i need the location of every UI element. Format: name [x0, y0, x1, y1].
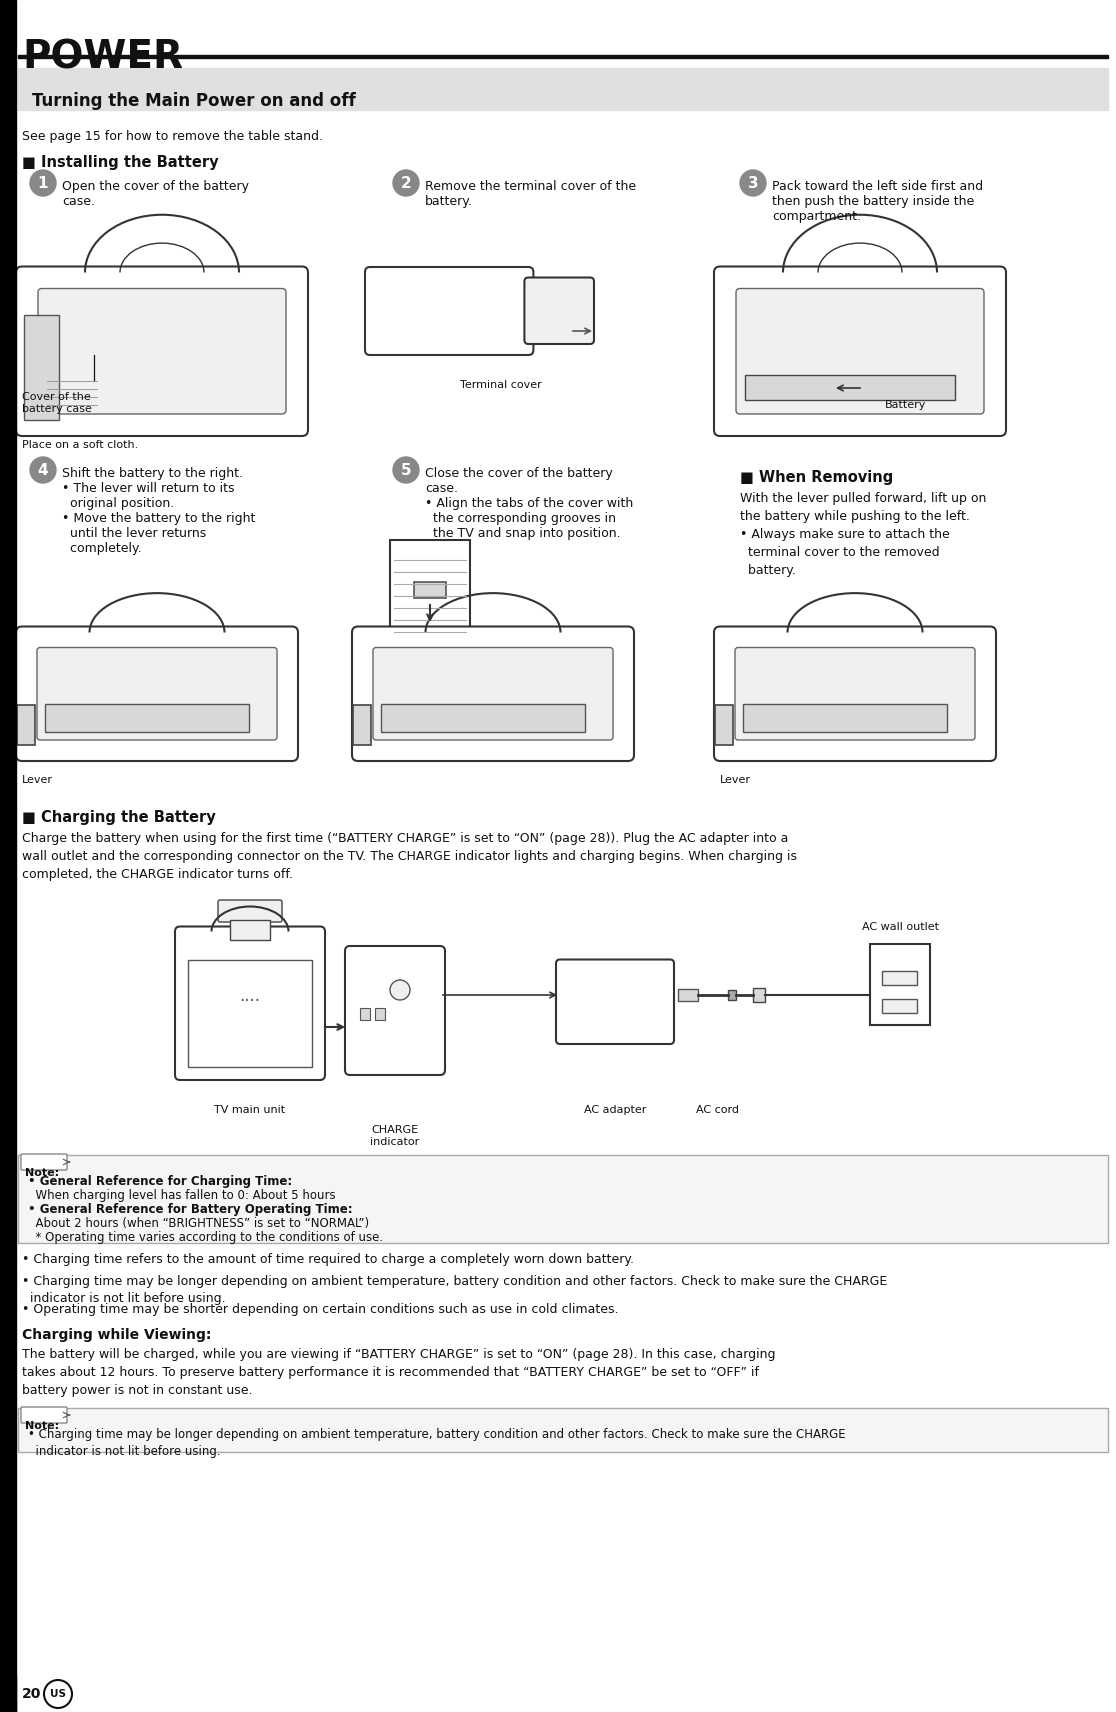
Text: 4: 4: [38, 462, 48, 478]
Bar: [679, 990, 698, 1002]
Text: • General Reference for Battery Operating Time:: • General Reference for Battery Operatin…: [28, 1204, 353, 1216]
FancyBboxPatch shape: [21, 1154, 67, 1169]
Bar: [187, 959, 312, 1067]
Circle shape: [393, 457, 418, 483]
Text: • General Reference for Charging Time:: • General Reference for Charging Time:: [28, 1174, 292, 1188]
Text: Charge the battery when using for the first time (“BATTERY CHARGE” is set to “ON: Charge the battery when using for the fi…: [22, 832, 797, 882]
Text: Terminal cover: Terminal cover: [460, 380, 541, 390]
Text: Remove the terminal cover of the
battery.: Remove the terminal cover of the battery…: [425, 180, 636, 207]
Bar: [25, 315, 59, 419]
Text: * Operating time varies according to the conditions of use.: * Operating time varies according to the…: [28, 1231, 383, 1245]
FancyBboxPatch shape: [218, 901, 282, 923]
Text: Lever: Lever: [22, 776, 52, 786]
Bar: [230, 919, 270, 940]
FancyBboxPatch shape: [18, 1407, 1108, 1452]
Text: When charging level has fallen to 0: About 5 hours: When charging level has fallen to 0: Abo…: [28, 1190, 336, 1202]
Bar: [414, 582, 446, 597]
FancyBboxPatch shape: [373, 647, 613, 740]
Text: 2: 2: [401, 176, 412, 190]
Text: AC wall outlet: AC wall outlet: [862, 923, 939, 931]
Bar: [375, 1008, 385, 1020]
Text: Pack toward the left side first and
then push the battery inside the
compartment: Pack toward the left side first and then…: [772, 180, 983, 223]
Bar: [743, 704, 947, 733]
Text: Charging while Viewing:: Charging while Viewing:: [22, 1329, 211, 1342]
Bar: [870, 945, 930, 1025]
FancyBboxPatch shape: [16, 627, 298, 762]
Bar: [381, 704, 585, 733]
Text: AC cord: AC cord: [696, 1104, 740, 1115]
Text: Note:: Note:: [25, 1168, 59, 1178]
Text: The battery will be charged, while you are viewing if “BATTERY CHARGE” is set to: The battery will be charged, while you a…: [22, 1347, 776, 1397]
Bar: [353, 705, 371, 745]
Text: ■ Installing the Battery: ■ Installing the Battery: [22, 156, 219, 169]
FancyBboxPatch shape: [38, 289, 286, 414]
Text: • Charging time may be longer depending on ambient temperature, battery conditio: • Charging time may be longer depending …: [22, 1275, 887, 1305]
Text: Shift the battery to the right.
• The lever will return to its
  original positi: Shift the battery to the right. • The le…: [62, 467, 256, 555]
Text: Cover of the
battery case: Cover of the battery case: [22, 392, 92, 414]
FancyBboxPatch shape: [18, 1156, 1108, 1243]
Text: Battery: Battery: [885, 401, 926, 409]
Bar: [882, 971, 917, 984]
FancyBboxPatch shape: [735, 289, 984, 414]
Text: Turning the Main Power on and off: Turning the Main Power on and off: [32, 92, 356, 110]
Bar: [882, 1000, 917, 1014]
FancyBboxPatch shape: [365, 267, 533, 354]
Bar: [728, 990, 735, 1000]
Text: ■ When Removing: ■ When Removing: [740, 471, 893, 484]
Text: 20: 20: [22, 1686, 41, 1702]
Circle shape: [389, 979, 410, 1000]
FancyBboxPatch shape: [556, 959, 674, 1044]
Text: With the lever pulled forward, lift up on
the battery while pushing to the left.: With the lever pulled forward, lift up o…: [740, 491, 987, 577]
FancyBboxPatch shape: [735, 647, 975, 740]
Bar: [715, 705, 733, 745]
Text: 1: 1: [38, 176, 48, 190]
Text: 5: 5: [401, 462, 412, 478]
Bar: [45, 704, 249, 733]
Bar: [0, 1676, 16, 1712]
Text: Place on a soft cloth.: Place on a soft cloth.: [22, 440, 138, 450]
Text: ....: ....: [240, 988, 260, 1005]
Text: US: US: [50, 1690, 66, 1698]
FancyBboxPatch shape: [21, 1407, 67, 1423]
Text: AC adapter: AC adapter: [584, 1104, 646, 1115]
Circle shape: [740, 169, 766, 195]
Bar: [753, 988, 764, 1002]
Text: Note:: Note:: [25, 1421, 59, 1431]
FancyBboxPatch shape: [16, 267, 308, 437]
Text: • Operating time may be shorter depending on certain conditions such as use in c: • Operating time may be shorter dependin…: [22, 1303, 618, 1317]
Bar: [389, 539, 470, 640]
Text: See page 15 for how to remove the table stand.: See page 15 for how to remove the table …: [22, 130, 323, 144]
Text: CHARGE
indicator: CHARGE indicator: [371, 1125, 420, 1147]
FancyBboxPatch shape: [714, 627, 995, 762]
Text: POWER: POWER: [22, 38, 183, 75]
FancyBboxPatch shape: [345, 947, 445, 1075]
Text: 3: 3: [748, 176, 758, 190]
FancyBboxPatch shape: [525, 277, 594, 344]
Circle shape: [30, 169, 56, 195]
Text: Open the cover of the battery
case.: Open the cover of the battery case.: [62, 180, 249, 207]
Text: • Charging time refers to the amount of time required to charge a completely wor: • Charging time refers to the amount of …: [22, 1253, 634, 1265]
FancyBboxPatch shape: [37, 647, 277, 740]
FancyBboxPatch shape: [714, 267, 1006, 437]
Bar: [745, 375, 955, 401]
Text: Lever: Lever: [720, 776, 751, 786]
Text: • Charging time may be longer depending on ambient temperature, battery conditio: • Charging time may be longer depending …: [28, 1428, 846, 1459]
Text: TV main unit: TV main unit: [214, 1104, 286, 1115]
Bar: [18, 68, 1108, 110]
Bar: [18, 55, 1108, 58]
Text: About 2 hours (when “BRIGHTNESS” is set to “NORMAL”): About 2 hours (when “BRIGHTNESS” is set …: [28, 1217, 369, 1229]
Bar: [360, 1008, 371, 1020]
Circle shape: [30, 457, 56, 483]
FancyBboxPatch shape: [352, 627, 634, 762]
Circle shape: [393, 169, 418, 195]
FancyBboxPatch shape: [175, 926, 325, 1080]
Text: Close the cover of the battery
case.
• Align the tabs of the cover with
  the co: Close the cover of the battery case. • A…: [425, 467, 633, 539]
Bar: [0, 0, 16, 1712]
Text: ■ Charging the Battery: ■ Charging the Battery: [22, 810, 215, 825]
Bar: [17, 705, 35, 745]
